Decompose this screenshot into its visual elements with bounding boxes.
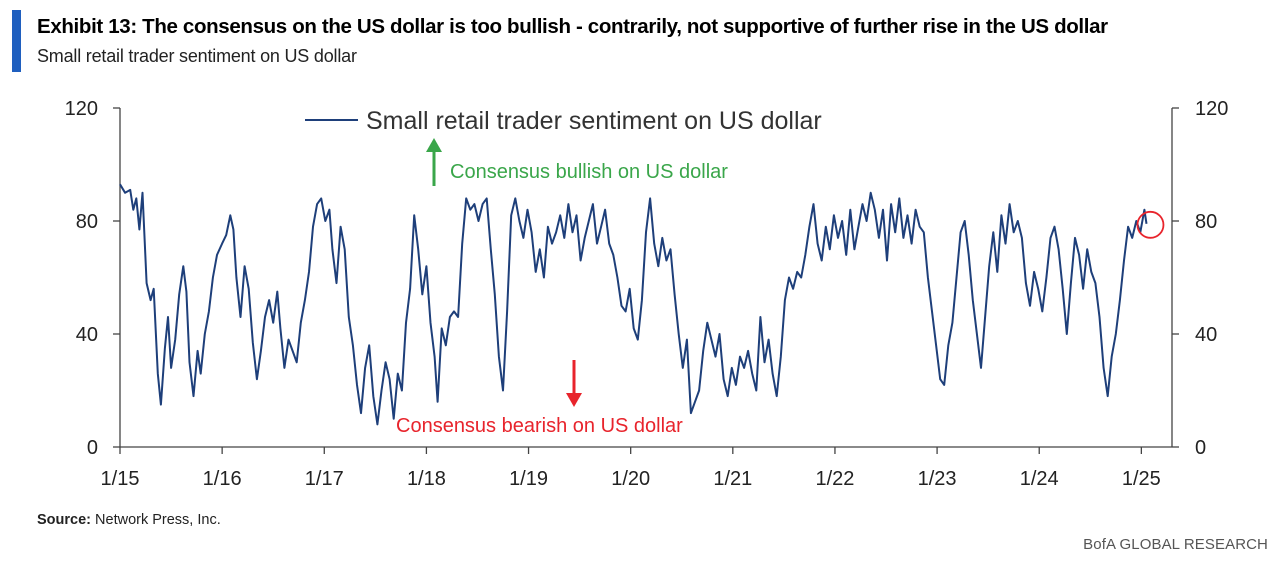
source-note: Source: Network Press, Inc.: [37, 512, 221, 528]
x-tick-label: 1/22: [815, 468, 854, 490]
x-tick-label: 1/23: [918, 468, 957, 490]
x-tick-label: 1/24: [1020, 468, 1059, 490]
brand-label: BofA GLOBAL RESEARCH: [1083, 536, 1268, 553]
y-tick-left-label: 40: [76, 324, 98, 346]
bearish-annotation: Consensus bearish on US dollar: [396, 415, 683, 437]
series-line: [119, 183, 1148, 426]
x-tick-label: 1/20: [611, 468, 650, 490]
bullish-arrow-head: [426, 138, 442, 152]
source-text: Network Press, Inc.: [95, 512, 221, 528]
bullish-annotation: Consensus bullish on US dollar: [450, 161, 728, 183]
x-tick-label: 1/21: [713, 468, 752, 490]
x-tick-label: 1/25: [1122, 468, 1161, 490]
x-tick-label: 1/18: [407, 468, 446, 490]
x-tick-label: 1/15: [101, 468, 140, 490]
y-tick-left-label: 120: [65, 98, 98, 120]
y-tick-right-label: 80: [1195, 211, 1217, 233]
ticks: 0 0 40 40 80 80 120 120 1/15 1/16 1/17 1/18 1/19 1/20…: [65, 98, 1229, 490]
overlays: Small retail trader sentiment on US doll…: [305, 107, 1165, 437]
exhibit-subtitle: Small retail trader sentiment on US doll…: [37, 46, 357, 66]
x-tick-label: 1/17: [305, 468, 344, 490]
x-tick-label: 1/19: [509, 468, 548, 490]
y-tick-right-label: 120: [1195, 98, 1228, 120]
y-tick-left-label: 0: [87, 437, 98, 459]
latest-value-highlight: [1136, 210, 1165, 239]
y-tick-right-label: 40: [1195, 324, 1217, 346]
accent-bar: [12, 10, 21, 72]
y-tick-right-label: 0: [1195, 437, 1206, 459]
legend-label: Small retail trader sentiment on US doll…: [366, 107, 822, 135]
source-label: Source:: [37, 512, 91, 528]
series-layer: [119, 183, 1148, 426]
exhibit-title: Exhibit 13: The consensus on the US doll…: [37, 15, 1108, 38]
bearish-arrow-head: [566, 393, 582, 407]
x-tick-label: 1/16: [203, 468, 242, 490]
axes: [119, 108, 1173, 448]
y-tick-left-label: 80: [76, 211, 98, 233]
